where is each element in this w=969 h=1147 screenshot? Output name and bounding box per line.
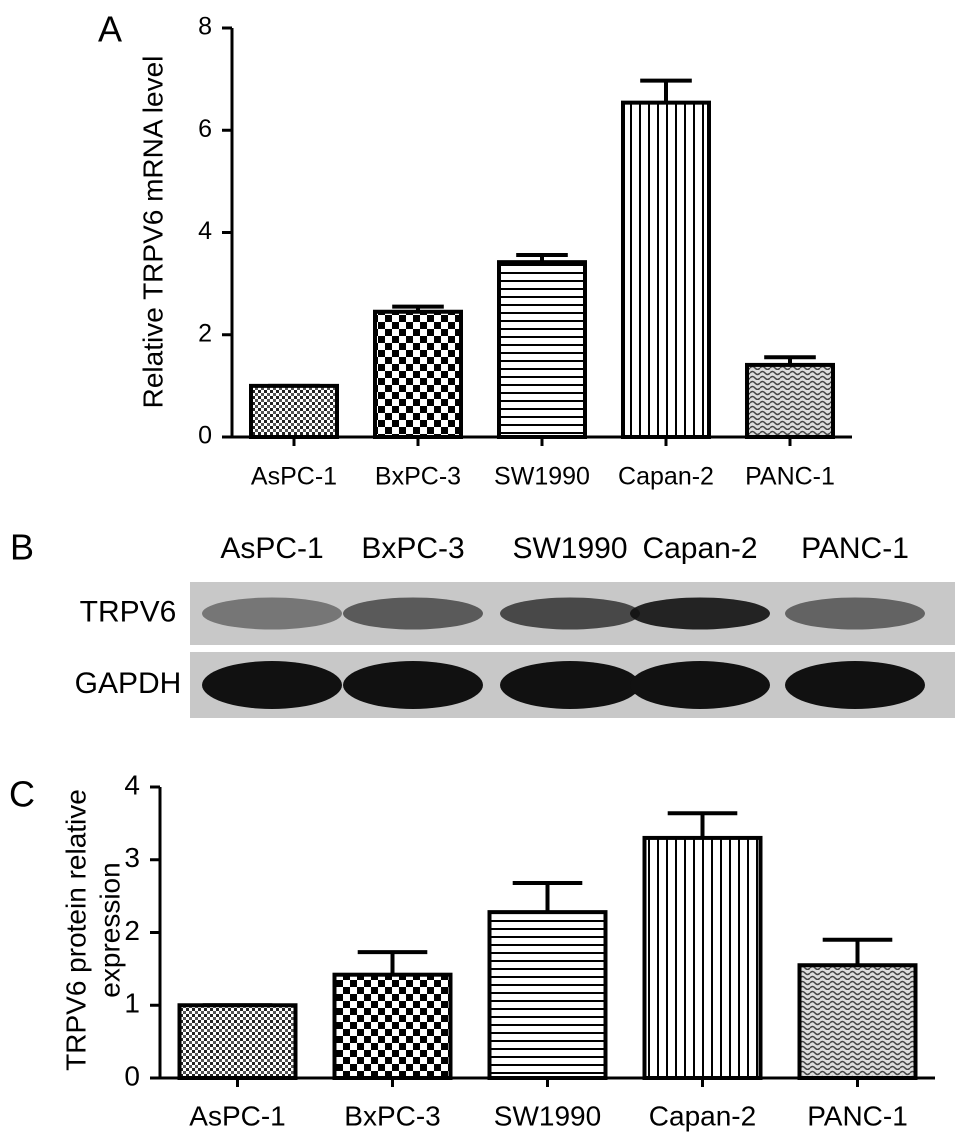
bar — [745, 362, 835, 440]
bar — [332, 972, 453, 1081]
blot-band — [202, 597, 342, 630]
x-tick-label: SW1990 — [494, 1100, 601, 1131]
y-tick-label: 6 — [198, 115, 212, 143]
x-tick-label: AsPC-1 — [189, 1100, 285, 1131]
y-tick-label: 2 — [124, 915, 140, 946]
bar — [621, 100, 711, 440]
blot-band — [630, 597, 770, 630]
y-tick-label: 0 — [124, 1060, 140, 1091]
error-bar — [822, 937, 893, 966]
lane-label: BxPC-3 — [361, 532, 464, 565]
bar — [497, 260, 587, 439]
lane-label: PANC-1 — [801, 532, 909, 565]
lane-label: AsPC-1 — [220, 532, 323, 565]
x-tick-label: AsPC-1 — [251, 463, 337, 491]
x-tick-label: Capan-2 — [649, 1100, 756, 1131]
y-axis-label: Relative TRPV6 mRNA level — [137, 56, 168, 409]
x-tick-label: BxPC-3 — [375, 463, 461, 491]
error-bar — [357, 950, 428, 975]
x-tick-label: Capan-2 — [618, 463, 714, 491]
panel-label: B — [10, 527, 34, 568]
bar — [249, 383, 339, 439]
error-bar — [512, 881, 583, 913]
y-tick-label: 3 — [124, 842, 140, 873]
lane-label: SW1990 — [512, 532, 627, 565]
panel-label: A — [98, 9, 122, 50]
x-tick-label: SW1990 — [494, 463, 590, 491]
row-label: GAPDH — [75, 667, 182, 700]
blot-band — [500, 597, 640, 630]
y-tick-label: 4 — [124, 769, 140, 800]
error-bar — [640, 78, 692, 103]
error-bar — [667, 811, 738, 838]
blot-band — [202, 661, 342, 709]
bar — [642, 835, 763, 1080]
y-tick-label: 8 — [198, 13, 212, 41]
panel-label: C — [9, 774, 35, 815]
y-tick-label: 0 — [198, 422, 212, 450]
bar — [797, 963, 918, 1080]
bar — [177, 1003, 298, 1080]
x-tick-label: PANC-1 — [807, 1100, 908, 1131]
blot-band — [343, 597, 483, 630]
blot-band — [785, 661, 925, 709]
y-tick-label: 1 — [124, 988, 140, 1019]
blot-band — [630, 661, 770, 709]
y-tick-label: 4 — [198, 217, 212, 245]
x-tick-label: BxPC-3 — [344, 1100, 440, 1131]
y-tick-label: 2 — [198, 319, 212, 347]
blot-band — [785, 597, 925, 630]
y-axis-label: TRPV6 protein relative — [60, 789, 91, 1071]
row-label: TRPV6 — [80, 595, 177, 628]
bar — [373, 309, 463, 439]
blot-band — [343, 661, 483, 709]
lane-label: Capan-2 — [642, 532, 757, 565]
blot-band — [500, 661, 640, 709]
bar — [487, 910, 608, 1080]
x-tick-label: PANC-1 — [745, 463, 835, 491]
y-axis-label: expression — [94, 862, 125, 997]
